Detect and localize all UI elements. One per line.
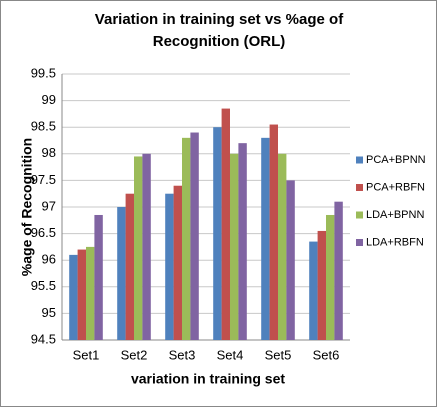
legend-swatch	[356, 239, 363, 246]
y-tick-label: 96.5	[31, 225, 56, 240]
bar	[317, 230, 326, 340]
bar	[221, 108, 230, 340]
bar	[230, 153, 239, 340]
bar	[286, 180, 295, 340]
y-tick-label: 98	[42, 145, 56, 160]
bar	[269, 124, 278, 340]
bar	[77, 249, 86, 340]
x-axis-label: variation in training set	[131, 371, 285, 387]
bar	[134, 156, 143, 340]
bar	[213, 127, 222, 340]
bar	[117, 207, 126, 340]
bar	[86, 246, 95, 340]
x-tick-label: Set3	[169, 347, 196, 362]
bar	[278, 153, 287, 340]
bar	[309, 241, 318, 340]
y-tick-label: 99	[42, 92, 56, 107]
bar	[165, 193, 174, 340]
y-tick-label: 95	[42, 305, 56, 320]
x-tick-label: Set2	[121, 347, 148, 362]
x-tick-label: Set4	[217, 347, 244, 362]
x-tick-label: Set1	[73, 347, 100, 362]
x-tick-label: Set5	[265, 347, 292, 362]
y-tick-label: 94.5	[31, 331, 56, 346]
chart-title: Recognition (ORL)	[153, 33, 285, 50]
legend-swatch	[356, 184, 363, 191]
chart-title: Variation in training set vs %age of	[95, 11, 344, 28]
legend-label: LDA+RBFN	[366, 236, 424, 248]
legend-label: LDA+BPNN	[366, 209, 424, 221]
legend-swatch	[356, 156, 363, 164]
y-axis-label: %age of Recognition	[19, 138, 35, 276]
y-tick-label: 99.5	[31, 65, 56, 80]
y-tick-label: 97	[42, 198, 56, 213]
y-tick-label: 95.5	[31, 278, 56, 293]
bar	[94, 214, 103, 340]
bar	[173, 185, 182, 340]
y-tick-label: 97.5	[31, 172, 56, 187]
bar	[326, 214, 335, 340]
bar	[182, 137, 191, 340]
bar	[238, 143, 247, 340]
legend-label: PCA+RBFN	[366, 181, 425, 193]
legend-swatch	[356, 211, 363, 219]
legend-label: PCA+BPNN	[366, 154, 426, 166]
bar	[261, 137, 270, 340]
y-tick-label: 96	[42, 252, 56, 267]
bar	[334, 201, 343, 340]
y-tick-label: 98.5	[31, 119, 56, 134]
bar	[125, 193, 134, 340]
x-tick-label: Set6	[313, 347, 340, 362]
bar	[142, 153, 151, 340]
bar	[69, 254, 78, 340]
bar	[190, 132, 199, 340]
